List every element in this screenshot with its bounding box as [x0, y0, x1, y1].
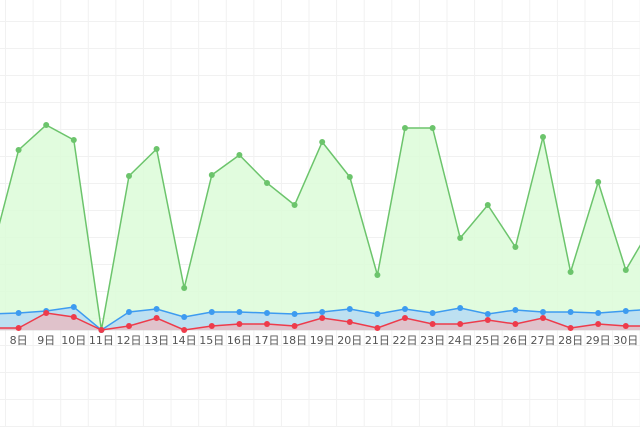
- point: [484, 317, 491, 323]
- x-tick-label: 21日: [365, 334, 390, 347]
- point: [126, 309, 132, 315]
- point: [208, 323, 215, 329]
- point: [70, 314, 77, 320]
- point: [512, 244, 519, 250]
- area: [0, 125, 640, 330]
- point: [126, 173, 132, 179]
- point: [291, 202, 298, 208]
- point: [374, 272, 381, 278]
- point: [429, 321, 436, 327]
- x-tick-label: 18日: [282, 334, 307, 347]
- point: [457, 321, 464, 327]
- point: [457, 235, 464, 241]
- point: [208, 309, 215, 315]
- x-tick-label: 12日: [117, 334, 142, 347]
- point: [208, 172, 215, 178]
- x-tick-label: 15日: [199, 334, 224, 347]
- point: [264, 321, 270, 327]
- point: [43, 310, 50, 316]
- point: [15, 147, 22, 153]
- point: [567, 309, 574, 315]
- x-tick-label: 17日: [255, 334, 280, 347]
- x-tick-label: 9日: [37, 334, 55, 347]
- point: [153, 146, 160, 152]
- point: [181, 327, 188, 333]
- point: [512, 307, 519, 313]
- point: [153, 306, 160, 312]
- point: [595, 310, 602, 316]
- area: [0, 313, 640, 330]
- x-tick-label: 11日: [89, 334, 114, 347]
- point: [374, 325, 381, 331]
- point: [236, 309, 243, 315]
- point: [402, 125, 408, 131]
- point: [346, 319, 353, 325]
- point: [264, 180, 270, 186]
- point: [567, 269, 574, 275]
- x-tick-label: 20日: [337, 334, 362, 347]
- point: [346, 306, 353, 312]
- point: [319, 139, 326, 145]
- x-tick-label: 8日: [10, 334, 28, 347]
- x-tick-label: 26日: [503, 334, 528, 347]
- point: [374, 311, 381, 317]
- point: [43, 122, 50, 128]
- x-tick-label: 16日: [227, 334, 252, 347]
- point: [319, 315, 326, 321]
- point: [622, 323, 629, 329]
- point: [15, 310, 22, 316]
- point: [622, 308, 629, 314]
- point: [595, 321, 602, 327]
- x-tick-label: 22日: [393, 334, 418, 347]
- x-tick-label: 28日: [558, 334, 583, 347]
- point: [512, 321, 519, 327]
- point: [595, 179, 602, 185]
- point: [181, 285, 188, 291]
- point: [622, 267, 629, 273]
- point: [484, 311, 491, 317]
- point: [540, 315, 546, 321]
- point: [346, 174, 353, 180]
- x-tick-label: 25日: [475, 334, 500, 347]
- x-tick-label: 10日: [61, 334, 86, 347]
- point: [291, 311, 298, 317]
- point: [540, 134, 546, 140]
- x-tick-label: 27日: [531, 334, 556, 347]
- point: [153, 315, 160, 321]
- point: [291, 323, 298, 329]
- point: [15, 325, 22, 331]
- x-tick-label: 24日: [448, 334, 473, 347]
- x-tick-label: 19日: [310, 334, 335, 347]
- x-tick-label: 30日: [613, 334, 638, 347]
- x-tick-label: 23日: [420, 334, 445, 347]
- point: [319, 309, 326, 315]
- point: [429, 310, 436, 316]
- point: [236, 321, 243, 327]
- x-tick-label: 13日: [144, 334, 169, 347]
- point: [457, 305, 464, 311]
- point: [70, 137, 77, 143]
- point: [70, 304, 77, 310]
- point: [181, 314, 188, 320]
- point: [126, 323, 132, 329]
- point: [567, 325, 574, 331]
- point: [264, 310, 270, 316]
- point: [402, 315, 408, 321]
- point: [402, 306, 408, 312]
- point: [98, 327, 105, 333]
- point: [484, 202, 491, 208]
- point: [429, 125, 436, 131]
- x-tick-label: 29日: [586, 334, 611, 347]
- point: [540, 309, 546, 315]
- x-tick-label: 14日: [172, 334, 197, 347]
- point: [236, 152, 243, 158]
